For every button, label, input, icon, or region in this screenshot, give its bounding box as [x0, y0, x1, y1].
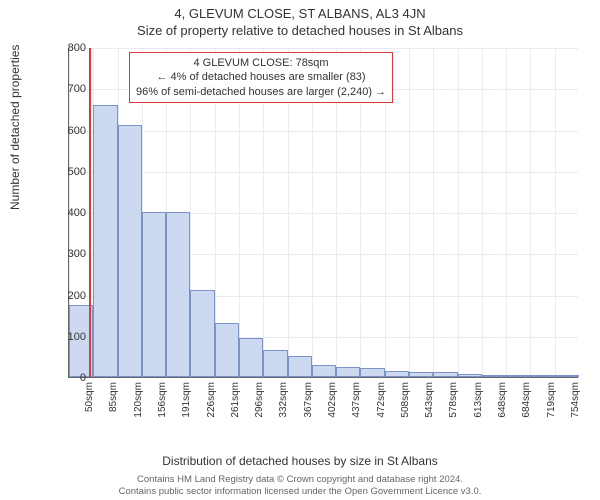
footer-line1: Contains HM Land Registry data © Crown c… [0, 474, 600, 486]
x-tick-label: 648sqm [497, 382, 508, 418]
gridline-v [530, 48, 531, 377]
gridline-h [69, 131, 578, 132]
histogram-bar [530, 375, 554, 377]
footer-line2: Contains public sector information licen… [0, 486, 600, 498]
gridline-v [506, 48, 507, 377]
x-tick-label: 85sqm [108, 382, 119, 412]
x-tick-label: 50sqm [84, 382, 95, 412]
gridline-h [69, 48, 578, 49]
x-tick-label: 508sqm [400, 382, 411, 418]
histogram-bar [506, 375, 530, 377]
x-tick-label: 402sqm [327, 382, 338, 418]
x-tick-label: 367sqm [303, 382, 314, 418]
chart-container: 4, GLEVUM CLOSE, ST ALBANS, AL3 4JN Size… [0, 0, 600, 500]
x-tick-label: 296sqm [254, 382, 265, 418]
subtitle: Size of property relative to detached ho… [0, 21, 600, 38]
y-tick-label: 500 [46, 166, 86, 178]
histogram-bar [312, 365, 336, 377]
x-tick-label: 543sqm [424, 382, 435, 418]
y-axis-label: Number of detached properties [8, 45, 22, 210]
annotation-line1: 4 GLEVUM CLOSE: 78sqm [136, 56, 386, 70]
gridline-v [555, 48, 556, 377]
histogram-bar [93, 105, 117, 377]
histogram-bar [482, 375, 506, 377]
histogram-bar [433, 372, 457, 377]
x-tick-label: 684sqm [521, 382, 532, 418]
histogram-bar [360, 368, 384, 377]
y-tick-label: 600 [46, 125, 86, 137]
y-tick-label: 100 [46, 331, 86, 343]
x-tick-label: 120sqm [133, 382, 144, 418]
x-tick-label: 156sqm [157, 382, 168, 418]
x-tick-label: 613sqm [473, 382, 484, 418]
x-tick-label: 437sqm [351, 382, 362, 418]
x-tick-label: 261sqm [230, 382, 241, 418]
gridline-v [409, 48, 410, 377]
y-tick-label: 700 [46, 83, 86, 95]
histogram-bar [288, 356, 312, 377]
annotation-line2: ← 4% of detached houses are smaller (83) [136, 70, 386, 84]
x-tick-label: 719sqm [546, 382, 557, 418]
histogram-bar [555, 375, 579, 377]
y-tick-label: 300 [46, 248, 86, 260]
x-tick-label: 472sqm [376, 382, 387, 418]
histogram-bar [409, 372, 433, 377]
marker-line [89, 48, 91, 377]
gridline-v [458, 48, 459, 377]
gridline-h [69, 172, 578, 173]
y-tick-label: 200 [46, 290, 86, 302]
histogram-bar [190, 290, 214, 377]
histogram-bar [166, 212, 190, 377]
histogram-bar [118, 125, 142, 377]
x-tick-label: 191sqm [181, 382, 192, 418]
histogram-bar [385, 371, 409, 377]
x-tick-label: 332sqm [278, 382, 289, 418]
histogram-bar [239, 338, 263, 377]
histogram-bar [215, 323, 239, 377]
x-axis-label: Distribution of detached houses by size … [0, 454, 600, 468]
x-tick-label: 754sqm [570, 382, 581, 418]
annotation-box: 4 GLEVUM CLOSE: 78sqm ← 4% of detached h… [129, 52, 393, 103]
annotation-line3: 96% of semi-detached houses are larger (… [136, 85, 386, 99]
x-tick-label: 226sqm [206, 382, 217, 418]
y-tick-label: 0 [46, 372, 86, 384]
gridline-v [482, 48, 483, 377]
plot-region: 4 GLEVUM CLOSE: 78sqm ← 4% of detached h… [68, 48, 578, 378]
address-title: 4, GLEVUM CLOSE, ST ALBANS, AL3 4JN [0, 0, 600, 21]
gridline-v [433, 48, 434, 377]
histogram-bar [336, 367, 360, 377]
histogram-bar [263, 350, 287, 377]
y-tick-label: 800 [46, 42, 86, 54]
histogram-bar [458, 374, 482, 377]
x-tick-label: 578sqm [448, 382, 459, 418]
histogram-bar [142, 212, 166, 377]
footer: Contains HM Land Registry data © Crown c… [0, 474, 600, 498]
chart-area: 4 GLEVUM CLOSE: 78sqm ← 4% of detached h… [68, 48, 578, 418]
y-tick-label: 400 [46, 207, 86, 219]
